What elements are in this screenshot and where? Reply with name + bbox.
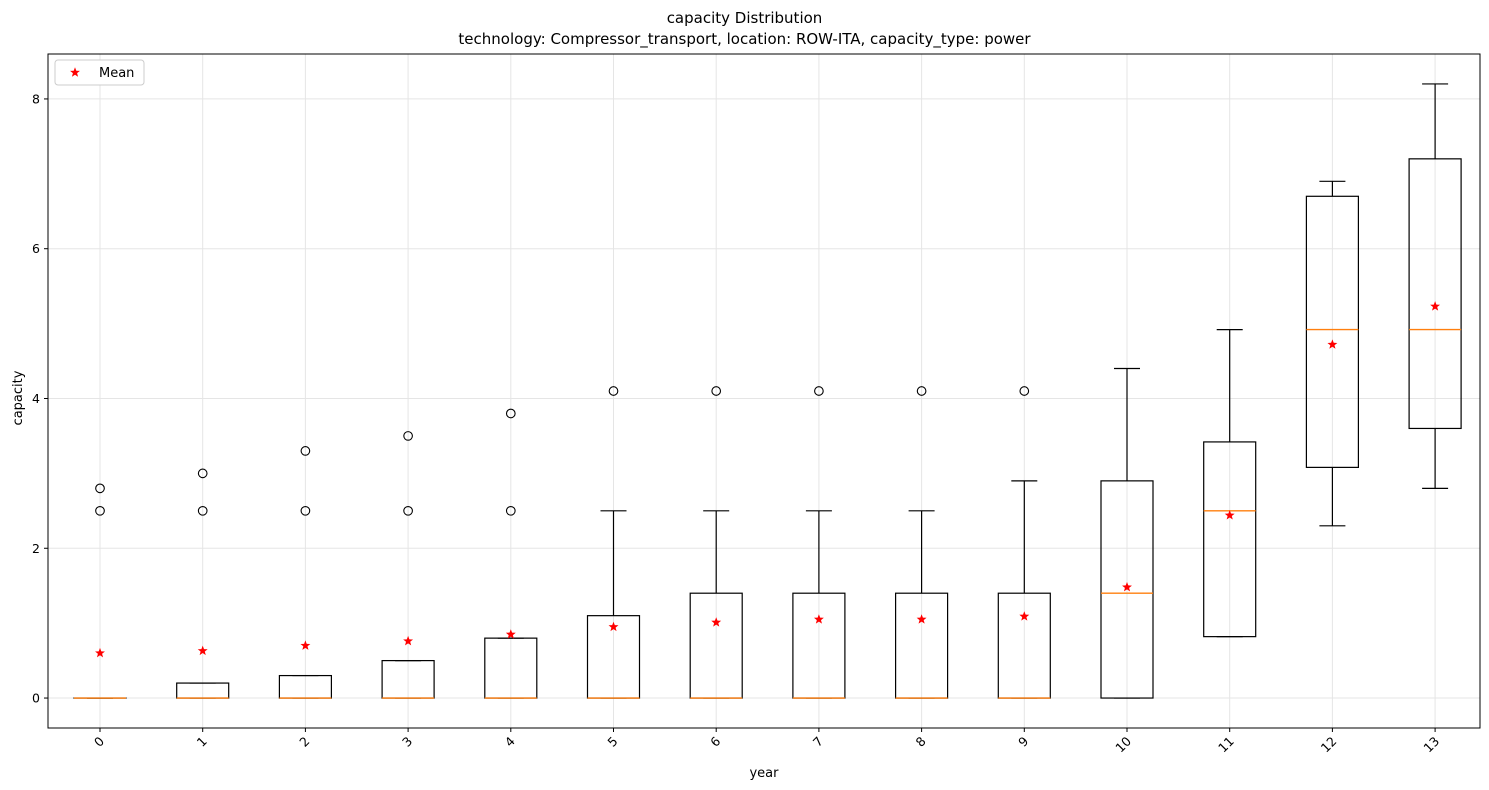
x-tick-label: 12 — [1318, 734, 1340, 756]
y-axis-label: capacity — [11, 370, 26, 425]
mean-marker — [916, 614, 927, 624]
x-tick-label: 8 — [912, 733, 928, 749]
box-group — [73, 483, 127, 699]
mean-marker — [300, 640, 311, 650]
x-tick-label: 0 — [91, 733, 107, 749]
box-group — [689, 386, 743, 699]
mean-marker — [95, 647, 105, 658]
box-group — [381, 431, 435, 699]
outlier-point — [403, 431, 413, 441]
mean-marker — [1122, 582, 1132, 592]
box-layer — [73, 83, 1462, 699]
outlier-point — [95, 483, 105, 494]
outlier-point — [916, 386, 927, 396]
mean-marker — [197, 645, 208, 656]
box-group — [1408, 83, 1462, 489]
x-tick-label: 2 — [296, 734, 312, 750]
box-group — [484, 408, 538, 699]
legend-frame — [54, 59, 145, 86]
mean-marker — [1430, 301, 1441, 311]
outlier-point — [711, 386, 722, 396]
x-tick-label: 10 — [1112, 733, 1134, 755]
mean-marker — [403, 635, 414, 646]
x-tick-label: 1 — [194, 734, 210, 750]
y-tick-label: 8 — [32, 91, 40, 106]
box-group — [997, 386, 1051, 699]
outlier-point — [608, 386, 619, 396]
x-tick-label: 6 — [707, 733, 723, 749]
box-iqr — [1203, 441, 1257, 638]
x-axis-label: year — [749, 766, 779, 781]
legend-mean-marker — [70, 67, 80, 77]
box-group — [1100, 367, 1154, 699]
mean-marker — [608, 621, 619, 632]
plot-area — [48, 54, 1480, 728]
chart-title: capacity Distribution — [666, 9, 823, 27]
box-group — [894, 386, 949, 699]
mean-marker — [813, 614, 824, 624]
x-tick-label: 5 — [604, 734, 620, 750]
outlier-point — [1019, 386, 1030, 396]
x-tick-label: 7 — [810, 734, 826, 750]
box-group — [586, 386, 641, 699]
outlier-point — [197, 505, 208, 516]
mean-marker — [505, 629, 516, 639]
outlier-point — [505, 408, 516, 419]
box-group — [176, 468, 230, 699]
y-tick-label: 0 — [32, 691, 40, 706]
grid-layer — [48, 54, 1480, 728]
box-group — [278, 446, 332, 699]
outlier-point — [300, 505, 311, 516]
legend-label-mean: Mean — [99, 66, 134, 81]
x-tick-label: 4 — [502, 733, 518, 749]
box-iqr — [1100, 480, 1154, 699]
outlier-point — [95, 505, 105, 516]
chart-subtitle: technology: Compressor_transport, locati… — [458, 30, 1031, 48]
box-iqr — [1408, 158, 1462, 430]
x-tick-label: 11 — [1215, 734, 1237, 756]
box-iqr — [1305, 195, 1360, 468]
outlier-point — [814, 386, 824, 396]
x-tick-label: 3 — [399, 734, 415, 750]
box-group — [1305, 180, 1360, 527]
mean-marker — [711, 617, 722, 627]
mean-marker — [1327, 339, 1338, 349]
outlier-point — [505, 505, 516, 516]
y-tick-label: 6 — [32, 241, 40, 256]
y-tick-label: 4 — [32, 391, 40, 406]
y-tick-label: 2 — [32, 541, 40, 556]
outlier-point — [197, 468, 208, 479]
legend: Mean — [54, 59, 145, 86]
outlier-point — [403, 505, 413, 516]
box-group — [792, 386, 846, 699]
mean-marker — [1019, 611, 1030, 621]
x-tick-label: 9 — [1015, 733, 1031, 749]
mean-marker — [1224, 510, 1235, 520]
outlier-point — [300, 446, 311, 456]
box-group — [1203, 328, 1257, 638]
x-tick-label: 13 — [1420, 734, 1442, 756]
axes-frame — [47, 53, 1481, 729]
